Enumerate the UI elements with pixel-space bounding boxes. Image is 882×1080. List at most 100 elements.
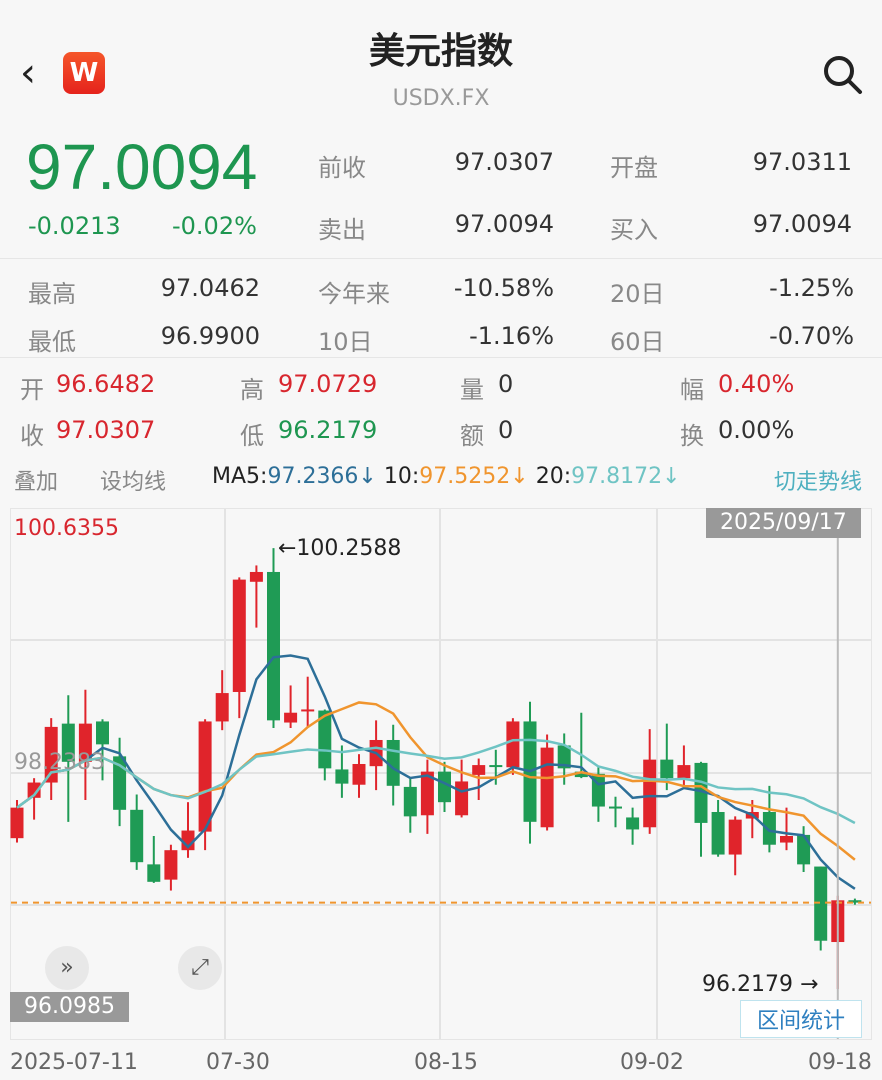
day-turn: 0.00% [718, 416, 795, 444]
field-label: 最高 [28, 280, 76, 308]
ma10-label: 10: [383, 464, 420, 489]
day-open-label: 开 [20, 376, 44, 404]
range-stats-button[interactable]: 区间统计 [740, 1000, 863, 1038]
candle-body [711, 811, 725, 855]
scroll-forward-button[interactable]: » [45, 946, 89, 990]
back-icon[interactable]: ‹ [20, 50, 36, 96]
candle-body [438, 771, 451, 803]
candle-body [660, 759, 674, 779]
candle-body [318, 710, 332, 769]
field-label: 前收 [318, 154, 366, 182]
candle-body [232, 579, 246, 692]
candle-body [420, 771, 434, 816]
price-change: -0.0213 [28, 212, 121, 240]
day-amt: 0 [498, 416, 514, 444]
overlay-button[interactable]: 叠加 [14, 470, 59, 495]
day-open: 96.6482 [56, 370, 156, 398]
ma20-label: 20: [535, 464, 572, 489]
candle-body [164, 850, 178, 880]
candle-body [249, 571, 263, 582]
day-amp-label: 幅 [680, 376, 704, 404]
y-max-label: 100.6355 [14, 516, 119, 541]
price-change-pct: -0.02% [172, 212, 257, 240]
field-label: 今年来 [318, 280, 390, 308]
candle-body [694, 762, 708, 823]
candle-body [540, 747, 554, 828]
y-mid-label: 98.2383 [14, 750, 105, 775]
candle-body [113, 756, 127, 810]
day-amt-label: 额 [460, 422, 484, 450]
x-tick: 09-02 [620, 1050, 684, 1075]
field-value: 97.0462 [160, 274, 260, 302]
candle-body [797, 834, 811, 865]
day-turn-label: 换 [680, 422, 704, 450]
field-value: -1.25% [769, 274, 854, 302]
field-value: 96.9900 [160, 322, 260, 350]
candle-body [267, 571, 280, 721]
ma5-label: MA5: [212, 464, 268, 489]
set-ma-button[interactable]: 设均线 [100, 470, 167, 495]
field-value: 97.0094 [454, 210, 554, 238]
candle-body [301, 709, 315, 712]
field-value: 97.0307 [454, 148, 554, 176]
field-label: 卖出 [318, 216, 366, 244]
candle-body [352, 763, 366, 785]
ma5-value: 97.2366↓ [267, 464, 377, 489]
candle-body [403, 786, 417, 817]
candle-body [198, 721, 212, 832]
field-label: 20日 [610, 280, 665, 308]
ma-legend: MA5:97.2366↓ 10:97.5252↓ 20:97.8172↓ [212, 464, 681, 489]
field-label: 10日 [318, 328, 373, 356]
candle-body [147, 864, 161, 882]
candle-body [489, 765, 503, 768]
max-annotation: ←100.2588 [278, 536, 402, 561]
day-high: 97.0729 [278, 370, 378, 398]
candle-body [27, 782, 41, 798]
candle-body [626, 817, 640, 830]
candle-body [643, 759, 657, 828]
candle-body [335, 769, 349, 784]
fullscreen-button[interactable]: ⤢ [178, 946, 222, 990]
candle-body [814, 866, 828, 941]
day-low-label: 低 [240, 422, 264, 450]
field-label: 最低 [28, 328, 76, 356]
app-logo: W [63, 52, 105, 94]
min-annotation: 96.2179 → [702, 972, 819, 997]
candle-body [848, 900, 862, 903]
field-value: -10.58% [453, 274, 554, 302]
switch-trend-button[interactable]: 切走势线 [774, 470, 863, 495]
candle-body [574, 771, 588, 778]
day-close: 97.0307 [56, 416, 156, 444]
x-tick: 2025-07-11 [10, 1050, 138, 1075]
candle-body [44, 726, 58, 783]
candle-body [284, 712, 298, 723]
candle-body [557, 745, 571, 769]
y-min-label: 96.0985 [10, 992, 129, 1022]
x-tick: 07-30 [206, 1050, 270, 1075]
day-low: 96.2179 [278, 416, 378, 444]
candle-body [506, 721, 520, 768]
selected-date-tag: 2025/09/17 [706, 508, 861, 538]
field-value: -0.70% [769, 322, 854, 350]
candle-body [215, 693, 229, 722]
day-vol-label: 量 [460, 376, 484, 404]
candle-body [96, 721, 109, 745]
day-vol: 0 [498, 370, 514, 398]
candle-body [677, 765, 691, 779]
divider [0, 258, 882, 259]
candle-body [61, 723, 75, 762]
divider [0, 357, 882, 358]
day-amp: 0.40% [718, 370, 795, 398]
search-icon[interactable] [822, 54, 864, 96]
candle-body [472, 765, 486, 775]
candle-body [728, 819, 742, 855]
page-title: 美元指数 [368, 31, 513, 72]
current-price: 97.0094 [26, 131, 258, 203]
field-label: 60日 [610, 328, 665, 356]
field-label: 买入 [610, 216, 658, 244]
field-value: 97.0094 [752, 210, 852, 238]
candle-body [762, 811, 776, 845]
candle-body [780, 835, 793, 843]
ma20-line [16, 738, 856, 825]
